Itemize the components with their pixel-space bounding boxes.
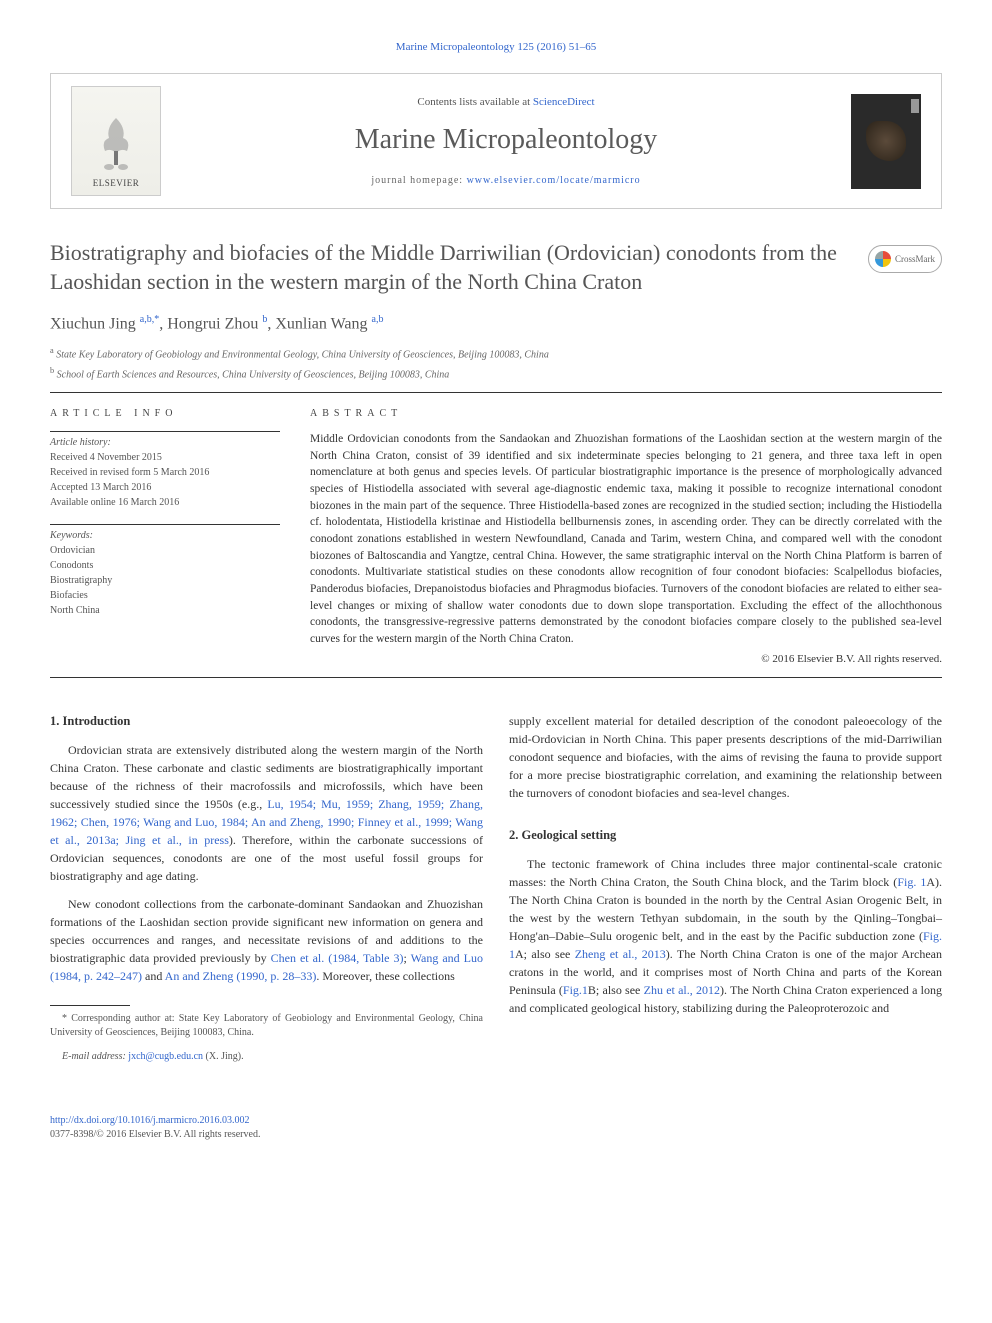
affiliation-line: b School of Earth Sciences and Resources… [50,365,942,382]
geo-zheng-link[interactable]: Zheng et al., 2013 [575,947,666,961]
issn-copyright: 0377-8398/© 2016 Elsevier B.V. All right… [50,1128,942,1142]
keywords-label: Keywords: [50,529,280,543]
history-label: Article history: [50,436,280,450]
abstract-column: abstract Middle Ordovician conodonts fro… [310,407,942,667]
right-column: supply excellent material for detailed d… [509,712,942,1074]
divider-rule-2 [50,677,942,678]
intro-p2-continuation: supply excellent material for detailed d… [509,712,942,802]
keywords-block: Keywords: OrdovicianConodontsBiostratigr… [50,524,280,618]
geo-fig1-link-a[interactable]: Fig. 1 [897,875,926,889]
keyword-line: North China [50,604,280,618]
crossmark-icon [875,251,891,267]
intro-p2-mid1: ; [404,951,411,965]
history-line: Received in revised form 5 March 2016 [50,466,280,480]
intro-paragraph-1: Ordovician strata are extensively distri… [50,741,483,885]
journal-cover-thumbnail [851,94,921,189]
affiliations: a State Key Laboratory of Geobiology and… [50,345,942,382]
crossmark-label: CrossMark [895,253,935,266]
footnotes: * Corresponding author at: State Key Lab… [50,1012,483,1064]
intro-p2-mid2: and [142,969,165,983]
intro-p2-link-3[interactable]: An and Zheng (1990, p. 28–33) [165,969,317,983]
keyword-line: Biostratigraphy [50,574,280,588]
keyword-line: Biofacies [50,589,280,603]
geo-paragraph-1: The tectonic framework of China includes… [509,855,942,1017]
article-history-block: Article history: Received 4 November 201… [50,431,280,510]
body-columns: 1. Introduction Ordovician strata are ex… [50,712,942,1074]
journal-header: ELSEVIER Contents lists available at Sci… [50,73,942,209]
corresponding-author-footnote: * Corresponding author at: State Key Lab… [50,1012,483,1040]
journal-title: Marine Micropaleontology [181,120,831,159]
journal-reference: Marine Micropaleontology 125 (2016) 51–6… [50,40,942,55]
intro-paragraph-2: New conodont collections from the carbon… [50,895,483,985]
affiliation-line: a State Key Laboratory of Geobiology and… [50,345,942,362]
abstract-text: Middle Ordovician conodonts from the San… [310,431,942,648]
divider-rule [50,392,942,393]
geo-p1-mid2: A; also see [515,947,575,961]
authors-line: Xiuchun Jing a,b,*, Hongrui Zhou b, Xunl… [50,313,942,336]
journal-homepage-line: journal homepage: www.elsevier.com/locat… [181,174,831,188]
intro-p2-after: . Moreover, these collections [316,969,454,983]
geo-zhu-link[interactable]: Zhu et al., 2012 [644,983,720,997]
geological-setting-heading: 2. Geological setting [509,826,942,845]
footnote-rule [50,1005,130,1006]
history-line: Received 4 November 2015 [50,451,280,465]
crossmark-badge[interactable]: CrossMark [868,245,942,273]
abstract-label: abstract [310,407,942,421]
sciencedirect-link[interactable]: ScienceDirect [533,96,595,108]
email-person: (X. Jing). [206,1051,244,1062]
email-label: E-mail address: [62,1051,126,1062]
keyword-line: Conodonts [50,559,280,573]
article-info-label: article info [50,407,280,421]
history-line: Available online 16 March 2016 [50,496,280,510]
homepage-prefix: journal homepage: [371,175,466,186]
email-link[interactable]: jxch@cugb.edu.cn [128,1051,203,1062]
geo-fig1-link-c[interactable]: Fig.1 [563,983,588,997]
introduction-heading: 1. Introduction [50,712,483,731]
geo-p1-mid4: B; also see [588,983,644,997]
elsevier-text: ELSEVIER [93,177,140,190]
cover-shape-icon [866,121,906,161]
page-footer: http://dx.doi.org/10.1016/j.marmicro.201… [50,1114,942,1142]
intro-p2-link-1[interactable]: Chen et al. (1984, Table 3) [271,951,404,965]
abstract-copyright: © 2016 Elsevier B.V. All rights reserved… [310,652,942,667]
geo-p1-before: The tectonic framework of China includes… [509,857,942,889]
cover-side-bar [911,99,919,113]
article-header: CrossMark Biostratigraphy and biofacies … [50,239,942,296]
info-abstract-row: article info Article history: Received 4… [50,407,942,667]
homepage-link[interactable]: www.elsevier.com/locate/marmicro [467,175,641,186]
email-footnote: E-mail address: jxch@cugb.edu.cn (X. Jin… [50,1050,483,1064]
history-line: Accepted 13 March 2016 [50,481,280,495]
contents-prefix: Contents lists available at [417,96,532,108]
contents-lists-line: Contents lists available at ScienceDirec… [181,95,831,110]
keyword-line: Ordovician [50,544,280,558]
header-center: Contents lists available at ScienceDirec… [161,95,851,188]
article-title: Biostratigraphy and biofacies of the Mid… [50,239,942,296]
doi-link[interactable]: http://dx.doi.org/10.1016/j.marmicro.201… [50,1114,942,1128]
article-info-column: article info Article history: Received 4… [50,407,280,667]
elsevier-logo: ELSEVIER [71,86,161,196]
left-column: 1. Introduction Ordovician strata are ex… [50,712,483,1074]
elsevier-tree-icon [91,113,141,173]
